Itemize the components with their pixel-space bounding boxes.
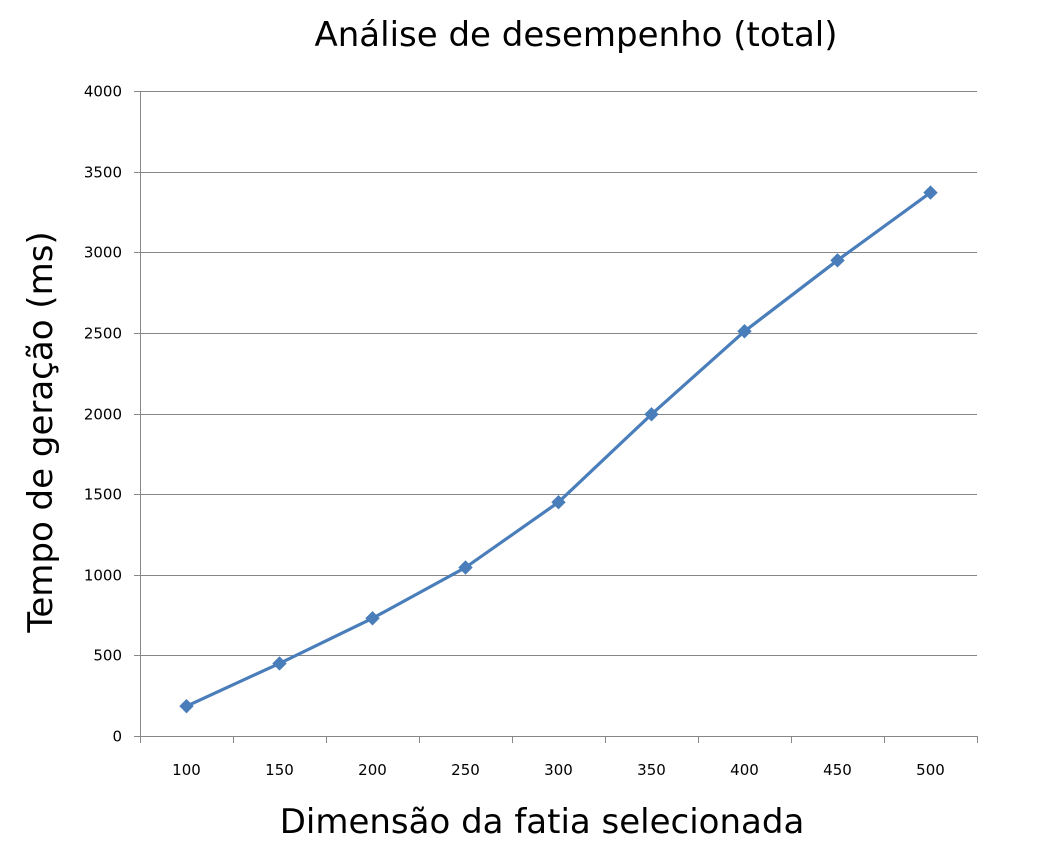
y-tick-label: 1000 bbox=[84, 567, 122, 585]
data-point-500 bbox=[923, 185, 938, 200]
x-tick-label: 400 bbox=[730, 761, 759, 779]
chart-title: Análise de desempenho (total) bbox=[314, 15, 837, 55]
y-tick-label: 0 bbox=[112, 728, 122, 746]
x-axis-title: Dimensão da fatia selecionada bbox=[280, 802, 805, 842]
y-tick-label: 1500 bbox=[84, 486, 122, 504]
y-axis-title: Tempo de geração (ms) bbox=[21, 231, 61, 633]
y-tick-label: 2000 bbox=[84, 406, 122, 424]
x-tick-labels: 100 150 200 250 300 350 400 450 500 bbox=[172, 761, 945, 779]
y-tick-label: 3500 bbox=[84, 164, 122, 182]
x-tick-label: 450 bbox=[823, 761, 852, 779]
data-point-100 bbox=[179, 698, 194, 714]
data-point-250 bbox=[458, 560, 473, 575]
y-tick-labels: 0 500 1000 1500 2000 2500 3000 3500 4000 bbox=[84, 83, 122, 746]
data-point-350 bbox=[644, 407, 659, 422]
series-line bbox=[184, 191, 933, 708]
series-group bbox=[179, 185, 938, 714]
data-point-150 bbox=[272, 656, 287, 671]
y-tick-label: 500 bbox=[93, 647, 122, 665]
x-tick-label: 200 bbox=[358, 761, 387, 779]
x-tick-label: 250 bbox=[451, 761, 480, 779]
y-tick-label: 2500 bbox=[84, 325, 122, 343]
y-tick-label: 4000 bbox=[84, 83, 122, 101]
data-point-450 bbox=[830, 253, 845, 268]
data-point-400 bbox=[737, 324, 752, 339]
x-tick-label: 500 bbox=[916, 761, 945, 779]
x-tick-label: 150 bbox=[265, 761, 294, 779]
axes bbox=[134, 91, 978, 743]
gridlines bbox=[140, 91, 977, 656]
data-point-300 bbox=[551, 494, 566, 510]
x-tick-label: 100 bbox=[172, 761, 201, 779]
y-tick-label: 3000 bbox=[84, 244, 122, 262]
data-point-200 bbox=[365, 611, 380, 626]
x-tick-label: 300 bbox=[544, 761, 573, 779]
x-tick-label: 350 bbox=[637, 761, 666, 779]
